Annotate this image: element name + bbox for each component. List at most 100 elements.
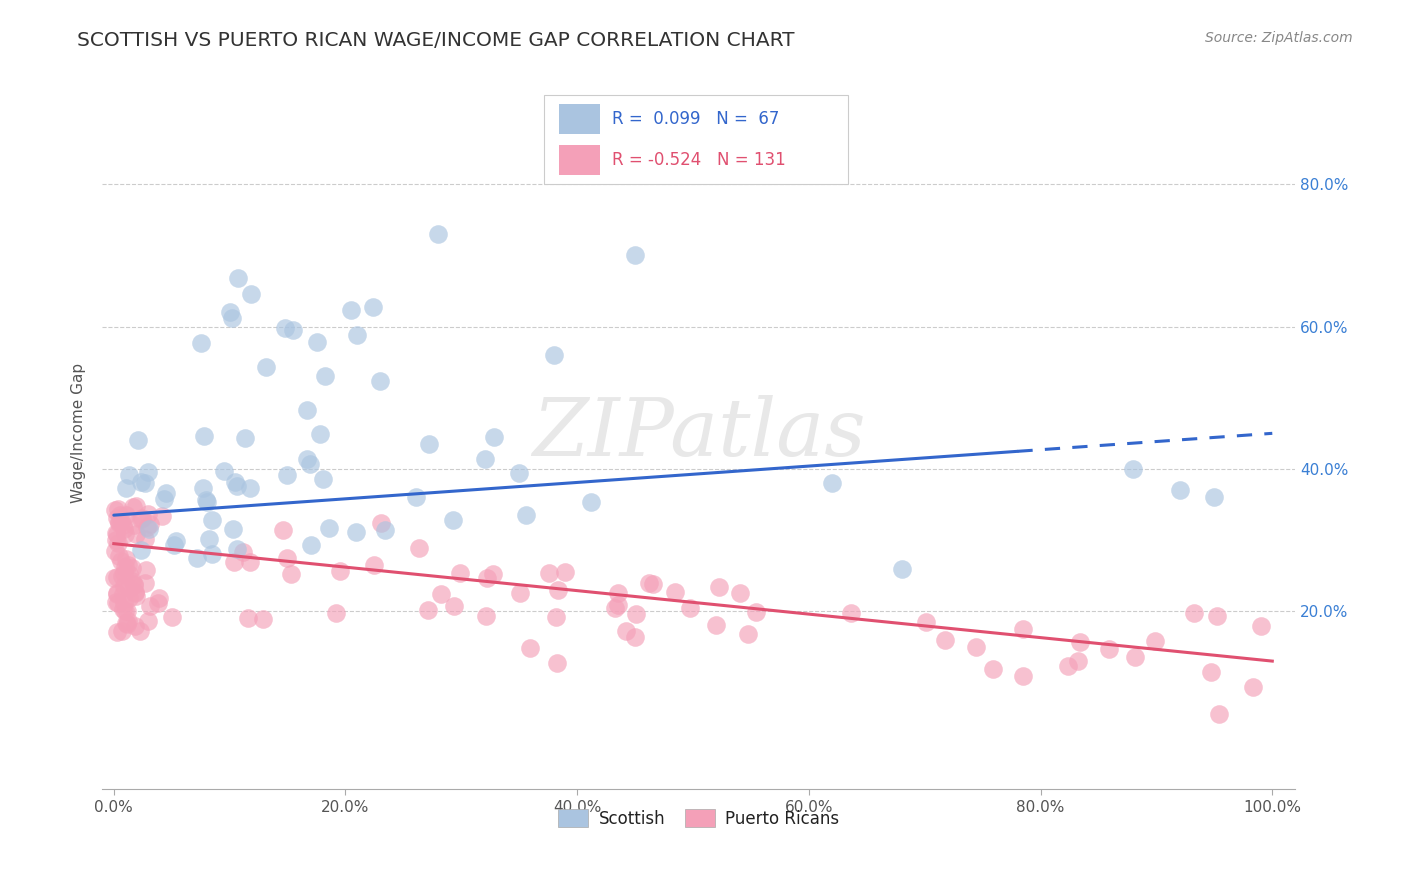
Puerto Ricans: [124, 585, 146, 599]
Scottish: [299, 538, 322, 552]
Puerto Ricans: [115, 617, 138, 632]
Puerto Ricans: [111, 587, 134, 601]
Puerto Ricans: [252, 612, 274, 626]
Scottish: [221, 311, 243, 326]
Scottish: [190, 335, 212, 350]
Puerto Ricans: [1125, 650, 1147, 665]
Puerto Ricans: [232, 545, 254, 559]
Scottish: [129, 475, 152, 490]
Puerto Ricans: [606, 598, 628, 612]
Puerto Ricans: [605, 601, 627, 615]
Scottish: [295, 452, 318, 467]
Scottish: [201, 513, 224, 527]
Scottish: [254, 359, 277, 374]
Puerto Ricans: [934, 633, 956, 648]
Puerto Ricans: [121, 561, 143, 575]
Puerto Ricans: [966, 640, 988, 655]
Scottish: [579, 495, 602, 509]
Scottish: [283, 323, 305, 337]
Puerto Ricans: [606, 585, 628, 599]
Scottish: [218, 305, 240, 319]
Puerto Ricans: [125, 589, 148, 603]
Puerto Ricans: [418, 603, 440, 617]
Puerto Ricans: [105, 569, 128, 583]
Scottish: [405, 491, 427, 505]
Puerto Ricans: [276, 551, 298, 566]
Puerto Ricans: [981, 663, 1004, 677]
Scottish: [222, 522, 245, 536]
Puerto Ricans: [443, 599, 465, 613]
Puerto Ricans: [1069, 634, 1091, 648]
Puerto Ricans: [475, 609, 498, 624]
Puerto Ricans: [325, 607, 347, 621]
Puerto Ricans: [554, 566, 576, 580]
FancyBboxPatch shape: [560, 145, 600, 175]
Puerto Ricans: [114, 615, 136, 630]
Text: Source: ZipAtlas.com: Source: ZipAtlas.com: [1205, 31, 1353, 45]
Puerto Ricans: [641, 576, 664, 591]
Puerto Ricans: [105, 527, 128, 541]
Puerto Ricans: [118, 581, 141, 595]
Scottish: [368, 374, 391, 388]
Puerto Ricans: [449, 566, 471, 580]
Puerto Ricans: [110, 554, 132, 568]
Puerto Ricans: [1206, 609, 1229, 624]
Puerto Ricans: [704, 618, 727, 632]
Scottish: [508, 466, 530, 480]
Scottish: [191, 482, 214, 496]
Puerto Ricans: [408, 541, 430, 556]
Scottish: [318, 521, 340, 535]
Puerto Ricans: [148, 596, 170, 610]
Puerto Ricans: [1144, 634, 1167, 648]
Puerto Ricans: [135, 563, 157, 577]
Puerto Ricans: [546, 656, 568, 670]
Puerto Ricans: [125, 526, 148, 541]
Scottish: [136, 466, 159, 480]
Puerto Ricans: [136, 614, 159, 628]
Puerto Ricans: [519, 640, 541, 655]
Puerto Ricans: [105, 624, 128, 639]
Puerto Ricans: [124, 584, 146, 599]
Puerto Ricans: [544, 609, 567, 624]
Puerto Ricans: [547, 583, 569, 598]
Puerto Ricans: [222, 555, 245, 569]
Puerto Ricans: [1241, 680, 1264, 694]
Puerto Ricans: [118, 566, 141, 581]
Scottish: [418, 436, 440, 450]
Puerto Ricans: [475, 570, 498, 584]
Scottish: [274, 321, 297, 335]
Puerto Ricans: [114, 604, 136, 618]
Puerto Ricans: [236, 611, 259, 625]
Scottish: [299, 457, 322, 471]
Scottish: [346, 327, 368, 342]
Scottish: [239, 286, 262, 301]
Scottish: [201, 547, 224, 561]
Scottish: [226, 479, 249, 493]
Scottish: [165, 533, 187, 548]
Scottish: [115, 481, 138, 495]
Puerto Ricans: [105, 587, 128, 601]
Scottish: [427, 227, 450, 241]
Scottish: [1204, 491, 1226, 505]
Scottish: [515, 508, 537, 522]
Puerto Ricans: [122, 518, 145, 533]
Scottish: [374, 524, 396, 538]
Puerto Ricans: [129, 512, 152, 526]
Puerto Ricans: [730, 586, 752, 600]
Scottish: [295, 403, 318, 417]
Scottish: [134, 475, 156, 490]
Puerto Ricans: [1011, 622, 1033, 636]
Puerto Ricans: [1097, 641, 1119, 656]
Puerto Ricans: [110, 624, 132, 639]
Puerto Ricans: [122, 578, 145, 592]
Scottish: [474, 452, 496, 467]
Puerto Ricans: [136, 508, 159, 522]
Puerto Ricans: [280, 567, 302, 582]
Puerto Ricans: [112, 523, 135, 537]
Puerto Ricans: [125, 499, 148, 513]
Puerto Ricans: [745, 605, 768, 619]
Scottish: [118, 467, 141, 482]
Scottish: [482, 429, 505, 443]
Scottish: [152, 491, 174, 506]
FancyBboxPatch shape: [560, 104, 600, 135]
